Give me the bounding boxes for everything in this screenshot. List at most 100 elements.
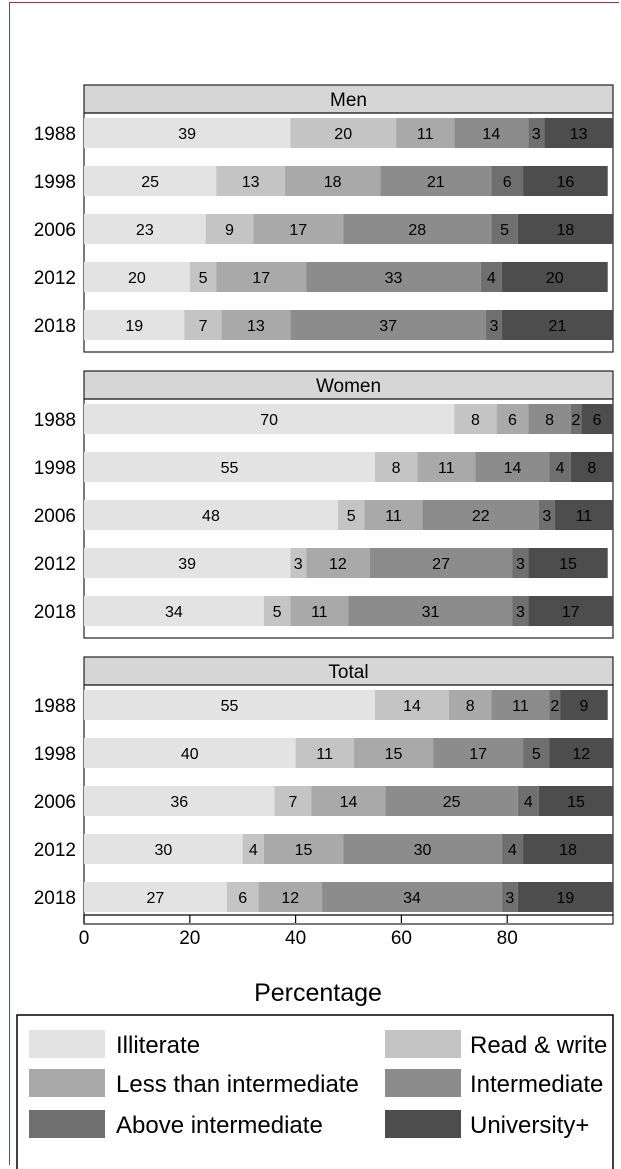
bar-segment-intermediate bbox=[528, 404, 571, 434]
data-label: 11 bbox=[512, 698, 529, 715]
bar-segment-above-intermediate bbox=[517, 786, 539, 816]
y-tick-label: 2012 bbox=[34, 268, 76, 289]
bar-segment-above-intermediate bbox=[491, 214, 518, 244]
data-label: 7 bbox=[289, 794, 298, 811]
bar-segment-read-write bbox=[295, 738, 354, 768]
bar-segment-illiterate bbox=[84, 738, 296, 768]
bar-segment-intermediate bbox=[454, 118, 529, 148]
panel-title: Women bbox=[316, 376, 381, 397]
bar-segment-university- bbox=[570, 452, 613, 482]
panel-title: Men bbox=[330, 90, 367, 111]
bar-segment-less-than-intermediate bbox=[290, 596, 349, 626]
data-label: 14 bbox=[340, 794, 358, 811]
bar-segment-less-than-intermediate bbox=[221, 310, 291, 340]
data-label: 37 bbox=[379, 318, 397, 335]
legend-item-illiterate: Illiterate bbox=[29, 1030, 200, 1059]
y-tick-label: 2006 bbox=[34, 792, 76, 813]
bar-segment-university- bbox=[581, 404, 613, 434]
legend-label: Intermediate bbox=[470, 1071, 603, 1098]
bar-segment-less-than-intermediate bbox=[263, 834, 344, 864]
bar-segment-university- bbox=[549, 738, 613, 768]
data-label: 17 bbox=[469, 746, 487, 763]
legend-label: Illiterate bbox=[116, 1032, 200, 1059]
data-label: 11 bbox=[311, 604, 328, 621]
data-label: 39 bbox=[178, 126, 196, 143]
bar-segment-read-write bbox=[290, 118, 397, 148]
data-label: 5 bbox=[199, 270, 208, 287]
bar-segment-above-intermediate bbox=[549, 452, 571, 482]
data-label: 5 bbox=[347, 508, 356, 525]
legend-swatch bbox=[385, 1069, 461, 1097]
data-label: 12 bbox=[281, 890, 299, 907]
bar-row-1998: 1998 25 13 18 21 6 16 bbox=[34, 166, 608, 196]
bar-segment-read-write bbox=[184, 310, 222, 340]
bar-segment-less-than-intermediate bbox=[216, 262, 307, 292]
data-label: 14 bbox=[482, 126, 500, 143]
data-label: 4 bbox=[249, 842, 258, 859]
data-label: 21 bbox=[549, 318, 567, 335]
bar-segment-illiterate bbox=[84, 834, 243, 864]
bar-segment-less-than-intermediate bbox=[311, 786, 386, 816]
x-axis: 0 20 40 60 80 bbox=[79, 914, 613, 949]
bar-segment-intermediate bbox=[369, 548, 513, 578]
bar-row-2006: 2006 48 5 11 22 3 11 bbox=[34, 500, 613, 530]
bar-segment-less-than-intermediate bbox=[253, 214, 344, 244]
bar-segment-above-intermediate bbox=[528, 118, 545, 148]
data-label: 8 bbox=[471, 412, 480, 429]
bar-segment-less-than-intermediate bbox=[353, 738, 434, 768]
legend-label: Above intermediate bbox=[116, 1112, 323, 1139]
bar-row-2018: 2018 27 6 12 34 3 19 bbox=[34, 882, 613, 912]
legend-swatch bbox=[29, 1110, 105, 1138]
data-label: 55 bbox=[221, 698, 239, 715]
data-label: 11 bbox=[385, 508, 402, 525]
data-label: 15 bbox=[295, 842, 313, 859]
bar-segment-illiterate bbox=[84, 214, 206, 244]
data-label: 4 bbox=[487, 270, 496, 287]
data-label: 36 bbox=[170, 794, 188, 811]
bar-segment-university- bbox=[528, 596, 613, 626]
panel-header bbox=[83, 656, 614, 686]
data-label: 11 bbox=[576, 508, 593, 525]
bar-segment-read-write bbox=[216, 166, 286, 196]
x-tick-label: 20 bbox=[179, 928, 200, 949]
bar-segment-illiterate bbox=[84, 786, 275, 816]
data-label: 28 bbox=[408, 222, 426, 239]
bar-segment-university- bbox=[517, 214, 613, 244]
data-label: 9 bbox=[579, 698, 588, 715]
data-label: 4 bbox=[508, 842, 517, 859]
data-label: 11 bbox=[316, 746, 333, 763]
bar-row-2006: 2006 23 9 17 28 5 18 bbox=[34, 214, 613, 244]
panel-title: Total bbox=[328, 662, 368, 683]
data-label: 3 bbox=[294, 556, 303, 573]
data-label: 20 bbox=[334, 126, 352, 143]
data-label: 17 bbox=[252, 270, 270, 287]
figure-frame bbox=[9, 2, 619, 1165]
bar-segment-illiterate bbox=[84, 882, 227, 912]
legend-swatch bbox=[385, 1110, 461, 1138]
bar-segment-above-intermediate bbox=[501, 882, 518, 912]
bar-segment-intermediate bbox=[348, 596, 513, 626]
data-label: 8 bbox=[466, 698, 475, 715]
y-tick-label: 2018 bbox=[34, 888, 76, 909]
bar-segment-university- bbox=[501, 262, 608, 292]
bar-segment-read-write bbox=[242, 834, 264, 864]
data-label: 6 bbox=[503, 174, 512, 191]
bar-segment-above-intermediate bbox=[570, 404, 582, 434]
data-label: 15 bbox=[559, 556, 577, 573]
data-label: 33 bbox=[385, 270, 403, 287]
bar-segment-above-intermediate bbox=[538, 500, 555, 530]
data-label: 8 bbox=[392, 460, 401, 477]
y-tick-label: 1988 bbox=[34, 696, 76, 717]
data-label: 12 bbox=[329, 556, 347, 573]
data-label: 22 bbox=[472, 508, 490, 525]
y-tick-label: 2018 bbox=[34, 316, 76, 337]
bar-segment-read-write bbox=[290, 548, 307, 578]
bar-row-1988: 1988 55 14 8 11 2 9 bbox=[34, 690, 608, 720]
data-label: 20 bbox=[128, 270, 146, 287]
data-label: 3 bbox=[505, 890, 514, 907]
data-label: 25 bbox=[141, 174, 159, 191]
bar-segment-university- bbox=[538, 786, 613, 816]
y-tick-label: 2006 bbox=[34, 220, 76, 241]
data-label: 15 bbox=[567, 794, 585, 811]
